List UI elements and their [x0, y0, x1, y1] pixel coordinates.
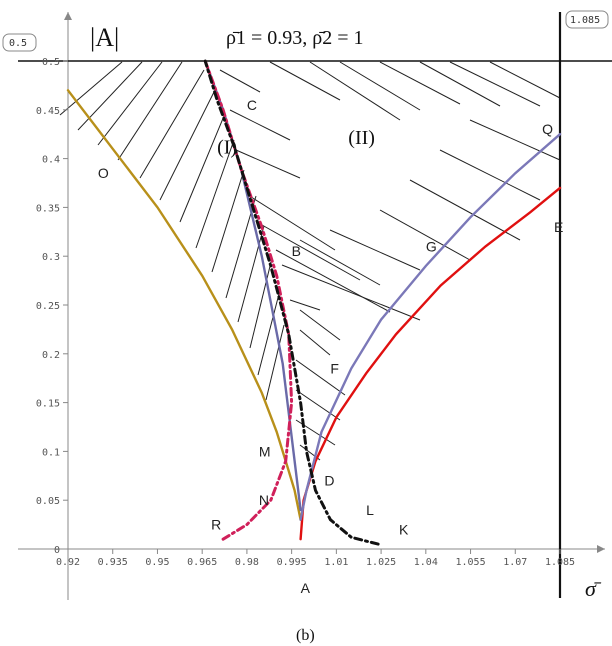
hatch-line: [235, 149, 301, 179]
chart-title: ρ̄1 = 0.93, ρ̄2 = 1: [226, 27, 364, 49]
point-label-q: Q: [542, 121, 553, 137]
hatch-line: [309, 61, 401, 121]
y-tick-label: 0.45: [36, 106, 60, 117]
x-tick-label: 1.085: [545, 557, 575, 568]
y-tick-label: 0.1: [42, 447, 60, 458]
hatch-line: [269, 61, 341, 101]
hatch-line: [179, 115, 225, 223]
point-label-a: A: [301, 580, 311, 596]
x-tick-label: 1.07: [503, 557, 527, 568]
point-label-m: M: [259, 443, 271, 459]
curves: [66, 59, 562, 546]
y-tick-label: 0.15: [36, 399, 60, 410]
y-tick-label: 0.25: [36, 301, 60, 312]
hatch-line: [379, 209, 471, 261]
hatch-line: [295, 359, 346, 396]
y-readout-box: [2, 33, 37, 52]
hatch-line: [265, 324, 285, 401]
x-tick-label: 0.92: [56, 557, 80, 568]
hatch-line: [257, 289, 281, 376]
hatch-line: [299, 309, 341, 341]
x-readout-label: 1.085: [570, 15, 600, 26]
hatch-line: [299, 329, 331, 356]
y-tick-label: 0.4: [42, 155, 60, 166]
y-tick-label: 0.2: [42, 350, 60, 361]
y-readout-label: 0.5: [9, 38, 27, 49]
hatch-line: [229, 109, 291, 141]
point-label-c: C: [247, 97, 257, 113]
hatch-line: [281, 264, 421, 321]
hatch-line: [439, 149, 541, 201]
hatch-line: [409, 179, 521, 241]
x-tick-label: 0.965: [187, 557, 217, 568]
hatch-line: [339, 61, 421, 111]
x-tick-label: 1.055: [455, 557, 485, 568]
hatch-line: [139, 69, 205, 179]
point-label-b: B: [292, 243, 301, 259]
hatch-line: [469, 119, 561, 161]
x-tick-label: 1.01: [324, 557, 348, 568]
hatch-line: [249, 257, 273, 349]
x-tick-label: 1.04: [414, 557, 438, 568]
x-tick-label: 0.995: [277, 557, 307, 568]
series-line-1: [66, 89, 302, 521]
x-tick-label: 0.95: [145, 557, 169, 568]
panel-label: (b): [296, 627, 315, 644]
hatch-line: [59, 61, 123, 116]
axes: 0.92 0.935 0.95 0.965 0.98 0.995 1.01 1.025 1.04…: [18, 12, 612, 600]
point-label-k: K: [399, 521, 409, 537]
series-line-3: [299, 133, 562, 521]
point-label-g: G: [426, 238, 437, 254]
hatch-line: [211, 169, 245, 273]
hatch-line: [219, 69, 261, 93]
hatch-line: [379, 61, 461, 105]
y-tick-label: 0: [54, 545, 60, 556]
hatch-line: [449, 61, 541, 107]
y-tick-label: 0.3: [42, 252, 60, 263]
x-tick-label: 0.98: [235, 557, 259, 568]
point-label-n: N: [259, 492, 269, 508]
x-axis-label: σ̄: [585, 576, 602, 601]
hatch-line: [247, 194, 336, 251]
hatch-line: [289, 299, 321, 311]
x-readout-box: [565, 10, 609, 29]
point-label-i: (I): [217, 137, 237, 159]
hatch-line: [159, 91, 215, 201]
point-label-e: E: [554, 219, 563, 235]
y-axis-label: |A|: [90, 23, 119, 52]
y-tick-label: 0.05: [36, 496, 60, 507]
point-label-d: D: [324, 473, 334, 489]
y-tick-label: 0.35: [36, 203, 60, 214]
point-label-l: L: [366, 502, 374, 518]
point-label-r: R: [211, 516, 221, 532]
hatch-line: [261, 224, 361, 281]
hatch-line: [329, 229, 421, 271]
series-line-4: [204, 59, 302, 512]
x-tick-label: 0.935: [98, 557, 128, 568]
hatch-line: [97, 61, 163, 146]
y-tick-label: 0.5: [42, 57, 60, 68]
series-line-6: [203, 59, 380, 546]
hatch-line: [117, 61, 183, 161]
point-label-f: F: [330, 360, 339, 376]
x-axis-arrow-icon: [597, 545, 605, 553]
hatch-line: [195, 139, 235, 249]
hatch-line: [419, 61, 501, 107]
point-label-ii: (II): [348, 127, 375, 149]
hatch-lines: [59, 61, 561, 461]
point-labels: A B C D E F G K L M N O Q R (I) (II): [98, 97, 564, 596]
hatch-line: [299, 239, 381, 286]
y-axis-arrow-icon: [64, 12, 72, 20]
hatch-line: [237, 225, 265, 323]
point-label-o: O: [98, 165, 109, 181]
x-tick-label: 1.025: [366, 557, 396, 568]
hatch-line: [489, 61, 561, 99]
hatch-line: [295, 389, 341, 421]
hatch-line: [275, 249, 391, 313]
